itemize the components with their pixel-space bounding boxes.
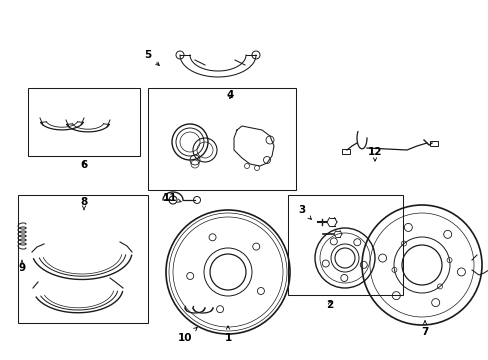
Bar [341,149,349,154]
Text: 6: 6 [80,160,87,170]
Text: 12: 12 [367,147,382,161]
Text: 10: 10 [177,328,197,343]
Bar [287,195,402,295]
Bar [148,88,295,190]
Text: 5: 5 [144,50,159,66]
Text: 4: 4 [226,90,233,100]
Text: 11: 11 [163,193,181,203]
Text: 8: 8 [80,197,87,210]
Bar [429,141,437,146]
Bar [18,195,148,323]
Text: 7: 7 [421,321,428,337]
Text: 3: 3 [298,205,311,219]
Text: 2: 2 [325,300,333,310]
Text: 9: 9 [19,260,25,273]
Text: 1: 1 [224,326,231,343]
Bar [28,88,140,156]
